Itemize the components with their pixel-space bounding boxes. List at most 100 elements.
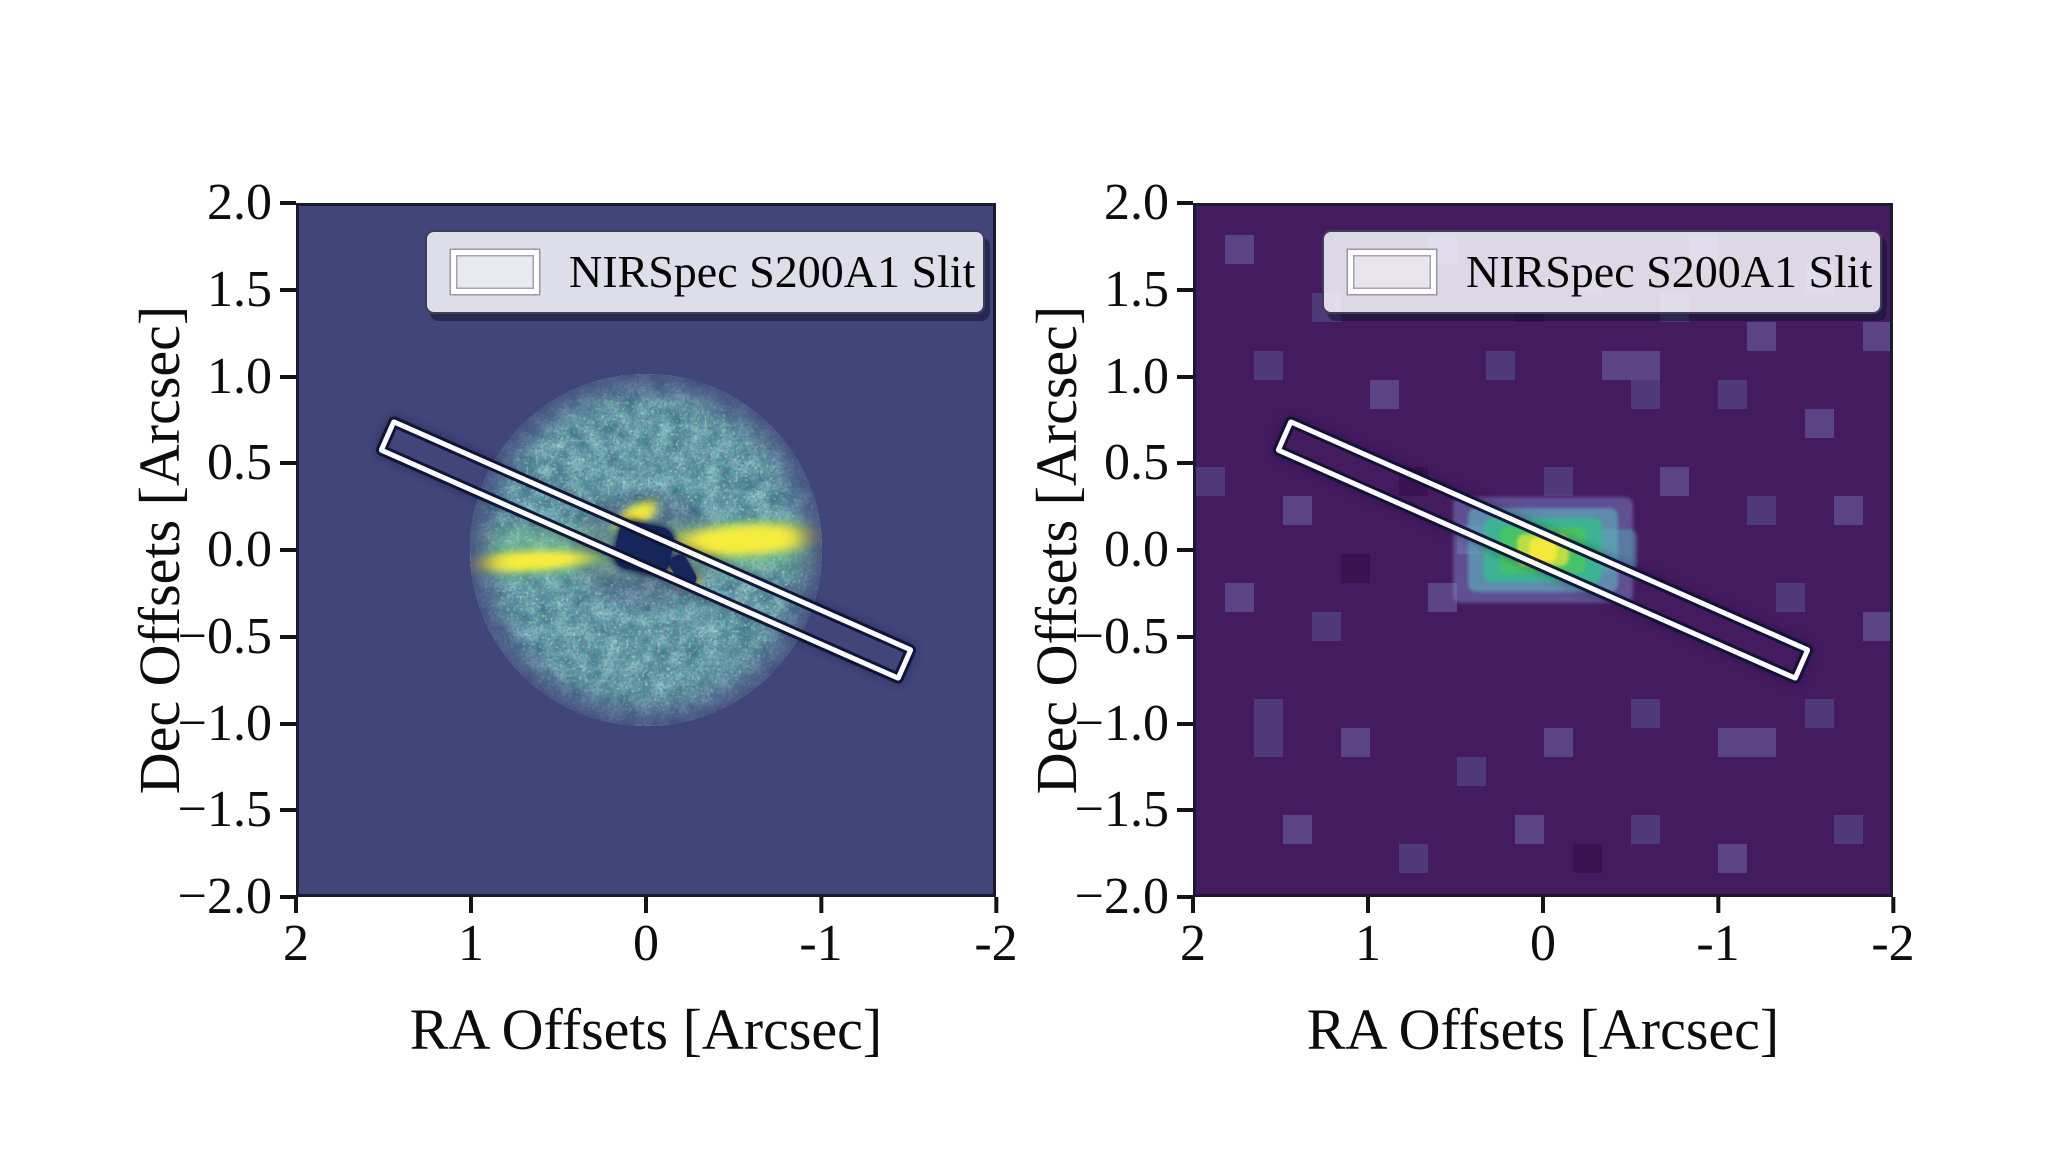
tick-mark: [1366, 897, 1370, 913]
left-plot-area: NIRSpec S200A1 Slit: [296, 203, 996, 897]
y-tick: 0.0: [1104, 524, 1193, 576]
tick-mark: [294, 897, 298, 913]
y-tick-label: −0.5: [177, 607, 272, 665]
source-core: [1529, 538, 1557, 562]
y-axis-label: Dec Offsets [Arcsec]: [1024, 305, 1089, 795]
x-tick: -2: [1871, 897, 1915, 972]
x-tick: -1: [799, 897, 843, 972]
left-panel: NIRSpec S200A1 Slit 2 1 0 -1 -2 2.0 1.5 …: [127, 177, 1018, 1059]
x-tick: -1: [1696, 897, 1740, 972]
y-tick-label: −0.5: [1074, 607, 1169, 665]
y-tick: 0.0: [207, 524, 296, 576]
tick-mark: [1890, 897, 1895, 913]
x-tick: 1: [1355, 897, 1381, 970]
tick-mark: [644, 897, 648, 913]
tick-mark: [469, 897, 473, 913]
y-tick: −2.0: [178, 871, 296, 923]
y-tick-label: 1.0: [1104, 347, 1169, 405]
tick-mark: [1191, 897, 1195, 913]
y-tick: 1.5: [207, 260, 296, 318]
tick-mark: [280, 808, 296, 813]
y-tick: −1.0: [1074, 694, 1193, 752]
x-tick-label: -1: [1696, 915, 1740, 972]
y-tick: 0.5: [207, 437, 296, 489]
tick-mark: [280, 374, 296, 379]
tick-mark: [1177, 374, 1193, 379]
tick-mark: [280, 287, 296, 292]
y-tick-label: −1.0: [177, 694, 272, 752]
legend: NIRSpec S200A1 Slit: [425, 230, 985, 314]
y-tick-label: 2.0: [1104, 174, 1169, 231]
y-tick-label: 0.5: [1104, 434, 1169, 492]
y-tick-label: 2.0: [207, 174, 272, 231]
x-tick-label: -1: [799, 915, 843, 972]
nirspec-slit-overlay: [1274, 418, 1812, 682]
x-tick-label: 2: [1180, 915, 1206, 972]
y-tick-label: 1.0: [207, 347, 272, 405]
y-tick: 1.5: [1104, 260, 1193, 318]
y-tick: 2.0: [207, 177, 296, 229]
y-tick-label: 0.0: [207, 521, 272, 578]
y-tick-label: −1.5: [177, 781, 272, 839]
y-tick: 1.0: [1104, 347, 1193, 405]
x-tick: 1: [458, 897, 484, 970]
right-plot-area: NIRSpec S200A1 Slit: [1193, 203, 1893, 897]
x-tick: 0: [633, 897, 659, 970]
y-axis-ticks: 2.0 1.5 1.0 0.5 0.0 −0.5 −1.0 −1.5 −2.0: [1013, 177, 1193, 923]
slit-swatch-icon: [1348, 250, 1436, 294]
tick-mark: [280, 634, 296, 639]
x-tick-label: -2: [974, 915, 1018, 972]
tick-mark: [1541, 897, 1545, 913]
x-tick-label: 1: [1355, 915, 1381, 972]
y-tick: −1.5: [1075, 784, 1193, 836]
legend: NIRSpec S200A1 Slit: [1322, 230, 1882, 314]
y-tick: 0.5: [1104, 437, 1193, 489]
y-tick-label: 1.5: [1104, 260, 1169, 318]
tick-mark: [280, 895, 296, 899]
slit-swatch-icon: [451, 250, 539, 294]
y-tick: −0.5: [1074, 607, 1193, 665]
x-tick-label: -2: [1871, 915, 1915, 972]
tick-mark: [1177, 287, 1193, 292]
tick-mark: [1177, 201, 1193, 205]
tick-mark: [1177, 461, 1193, 466]
y-tick-label: 1.5: [207, 260, 272, 318]
x-tick-label: 1: [458, 915, 484, 972]
tick-mark: [280, 548, 296, 552]
background-pixel-noise: [1196, 206, 1225, 235]
x-tick-label: 2: [283, 915, 309, 972]
y-tick-label: 0.0: [1104, 521, 1169, 578]
tick-mark: [280, 721, 296, 726]
y-tick: −2.0: [1075, 871, 1193, 923]
x-axis-label: RA Offsets [Arcsec]: [1306, 997, 1780, 1062]
tick-mark: [1177, 721, 1193, 726]
tick-mark: [1715, 897, 1720, 913]
x-tick: 2: [1180, 897, 1206, 970]
tick-mark: [993, 897, 998, 913]
legend-label: NIRSpec S200A1 Slit: [569, 246, 976, 297]
tick-mark: [1177, 895, 1193, 899]
y-tick-label: −1.0: [1074, 694, 1169, 752]
y-tick-label: −2.0: [177, 868, 272, 925]
tick-mark: [1177, 808, 1193, 813]
x-tick-label: 0: [1530, 915, 1556, 972]
y-tick: −1.0: [177, 694, 296, 752]
right-panel: NIRSpec S200A1 Slit 2 1 0 -1 -2 2.0 1.5 …: [1024, 177, 1915, 1059]
tick-mark: [1177, 634, 1193, 639]
y-tick: −0.5: [177, 607, 296, 665]
y-tick-label: −2.0: [1074, 868, 1169, 925]
speckle-field: [470, 374, 822, 726]
x-tick: 0: [1530, 897, 1556, 970]
legend-label: NIRSpec S200A1 Slit: [1466, 246, 1873, 297]
tick-mark: [280, 201, 296, 205]
x-tick: 2: [283, 897, 309, 970]
y-axis-ticks: 2.0 1.5 1.0 0.5 0.0 −0.5 −1.0 −1.5 −2.0: [116, 177, 296, 923]
y-tick: 1.0: [207, 347, 296, 405]
x-axis-ticks: 2 1 0 -1 -2: [283, 897, 1018, 997]
x-tick: -2: [974, 897, 1018, 972]
y-tick-label: 0.5: [207, 434, 272, 492]
x-axis-ticks: 2 1 0 -1 -2: [1180, 897, 1915, 997]
tick-mark: [1177, 548, 1193, 552]
y-tick-label: −1.5: [1074, 781, 1169, 839]
